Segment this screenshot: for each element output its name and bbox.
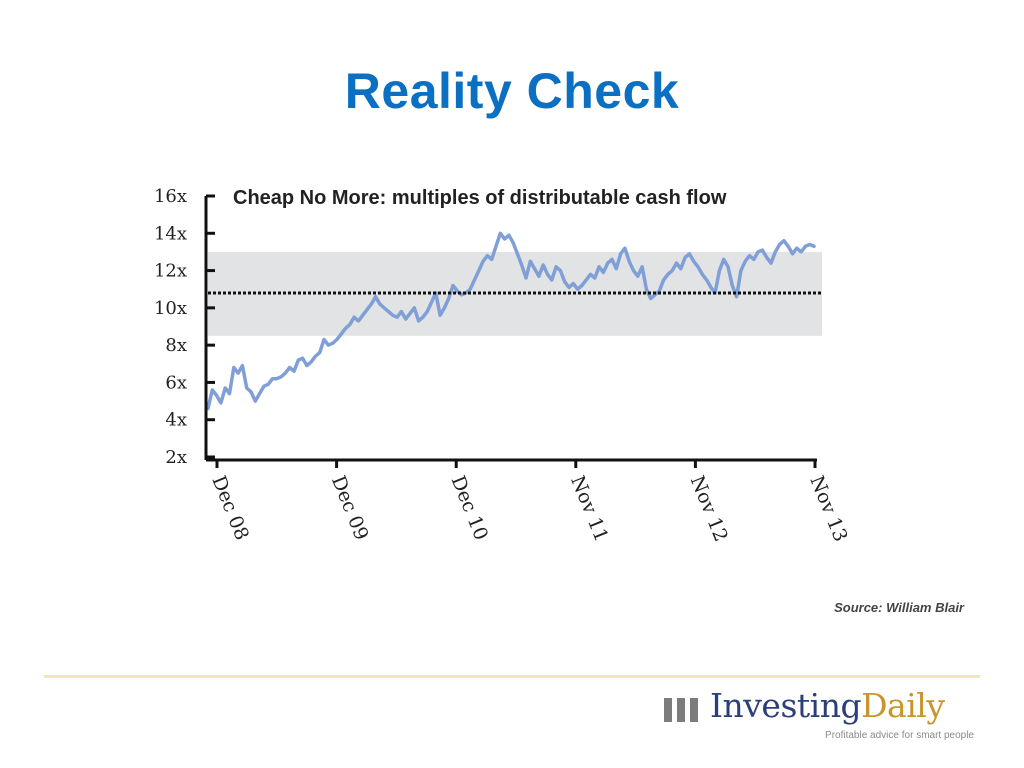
x-tick-label: Dec 09 [327,473,373,544]
line-chart: 16x 14x 12x 10x 8x 6x 4x 2x Dec 08 Dec 09 Dec 10 No… [154,186,852,545]
logo-tagline: Profitable advice for smart people [825,730,974,741]
y-tick-label: 16x [154,186,187,207]
plot-area: 16x 14x 12x 10x 8x 6x 4x 2x Dec 08 Dec 09 Dec 10 No… [154,186,852,545]
x-tick-label: Nov 13 [805,473,851,545]
y-tick-label: 12x [154,261,187,282]
logo-mark-icon [664,698,702,722]
y-tick-label: 14x [154,223,187,244]
x-tick-label: Dec 08 [207,473,253,544]
chart-title: Cheap No More: multiples of distributabl… [233,187,727,209]
logo-word-daily: Daily [861,686,945,725]
investing-daily-logo: InvestingDaily Profitable advice for sma… [664,684,978,744]
series-line [206,231,816,411]
logo-word-investing: Investing [710,686,862,725]
x-tick-label: Nov 11 [566,473,612,545]
y-tick-label: 4x [165,410,187,431]
footer-divider [44,675,980,678]
y-tick-label: 8x [165,335,187,356]
x-tick-label: Dec 10 [447,473,493,544]
slide-title: Reality Check [344,63,680,119]
source-note: Source: William Blair [834,600,964,615]
logo-wordmark: InvestingDaily [710,686,945,725]
y-tick-label: 2x [165,447,187,468]
y-tick-label: 6x [165,372,187,393]
y-tick-label: 10x [154,298,187,319]
x-tick-label: Nov 12 [686,473,732,545]
